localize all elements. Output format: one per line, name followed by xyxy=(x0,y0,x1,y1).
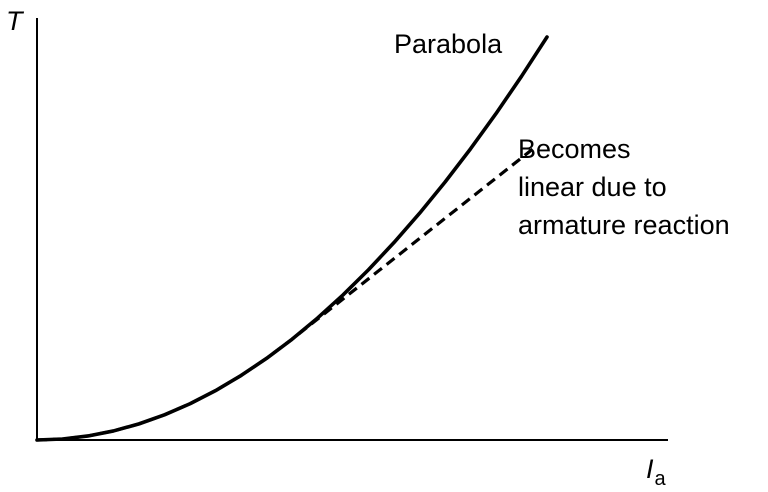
series-label-linear-line-1: Becomes xyxy=(518,134,631,164)
x-axis-label-subscript: a xyxy=(655,468,667,490)
series-line-parabola xyxy=(35,35,549,442)
series-label-linear-line-2: linear due to xyxy=(518,172,667,202)
series-label-parabola: Parabola xyxy=(394,29,503,59)
y-axis-label: T xyxy=(6,6,25,36)
x-axis-label: Ia xyxy=(646,454,667,490)
series-line-linear-armature-reaction xyxy=(36,144,538,442)
series-label-linear-line-3: armature reaction xyxy=(518,210,730,240)
x-axis-label-main: I xyxy=(646,454,654,484)
